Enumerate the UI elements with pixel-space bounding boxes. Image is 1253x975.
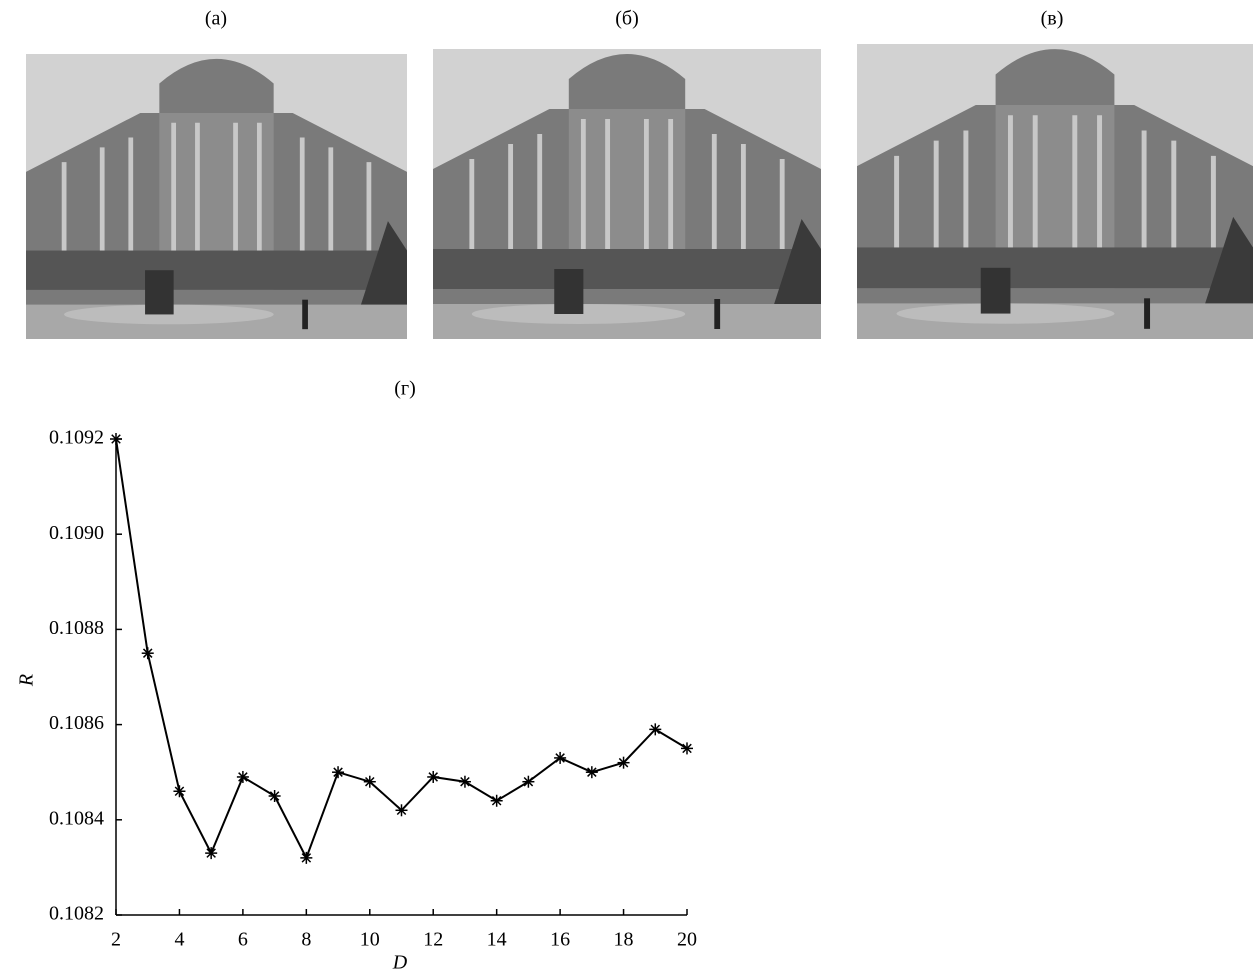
marker	[205, 847, 218, 860]
marker-stroke	[491, 795, 502, 806]
marker-stroke	[301, 853, 312, 863]
marker	[332, 766, 345, 779]
x-tick-label: 8	[301, 929, 311, 951]
marker-stroke	[682, 743, 692, 754]
x-tick-label: 16	[550, 929, 570, 951]
marker	[427, 770, 440, 783]
x-tick-label: 12	[423, 929, 443, 951]
marker-stroke	[333, 767, 343, 777]
x-tick-label: 4	[174, 929, 184, 951]
x-tick-label: 14	[487, 929, 507, 951]
marker-stroke	[523, 776, 534, 787]
marker-stroke	[555, 753, 565, 763]
y-tick-label: 0.1086	[49, 712, 104, 734]
photo	[26, 54, 407, 339]
marker-stroke	[460, 776, 470, 787]
marker	[300, 851, 313, 864]
marker	[617, 756, 630, 769]
marker	[649, 723, 662, 736]
marker	[268, 790, 281, 802]
y-tick-label: 0.1082	[49, 903, 104, 925]
x-axis-label: D	[392, 952, 408, 974]
marker-stroke	[396, 805, 407, 816]
y-tick-label: 0.1092	[49, 427, 104, 449]
marker-stroke	[365, 776, 375, 787]
marker-stroke	[269, 791, 280, 801]
chart-title: (г)	[394, 378, 416, 400]
y-axis-label: R	[16, 674, 38, 687]
marker-stroke	[618, 757, 629, 768]
marker	[236, 770, 249, 783]
y-tick-label: 0.1088	[49, 617, 104, 639]
marker-stroke	[428, 772, 438, 782]
marker-stroke	[650, 724, 661, 735]
panel-label: (б)	[615, 8, 639, 30]
y-tick-label: 0.1090	[49, 522, 104, 544]
marker-stroke	[111, 434, 121, 444]
marker	[522, 775, 535, 788]
marker	[458, 775, 471, 788]
y-tick-label: 0.1084	[49, 807, 104, 829]
marker	[554, 751, 567, 764]
marker	[585, 766, 598, 779]
x-tick-label: 2	[111, 929, 121, 951]
marker-stroke	[587, 767, 597, 777]
panel-label: (в)	[1041, 8, 1064, 30]
marker	[110, 433, 122, 445]
marker-stroke	[174, 786, 185, 797]
marker-stroke	[142, 648, 153, 658]
x-tick-label: 20	[677, 929, 697, 951]
panel-label: (а)	[205, 8, 227, 30]
marker	[363, 775, 376, 788]
marker	[173, 785, 186, 798]
marker	[395, 804, 408, 817]
photo	[433, 49, 821, 339]
marker	[141, 647, 154, 660]
x-tick-label: 18	[614, 929, 634, 951]
marker-stroke	[238, 772, 248, 782]
x-tick-label: 6	[238, 929, 248, 951]
marker	[490, 794, 503, 807]
x-tick-label: 10	[360, 929, 380, 951]
marker	[681, 742, 693, 755]
line	[115, 438, 688, 861]
photo	[857, 44, 1253, 339]
marker-stroke	[206, 848, 216, 858]
